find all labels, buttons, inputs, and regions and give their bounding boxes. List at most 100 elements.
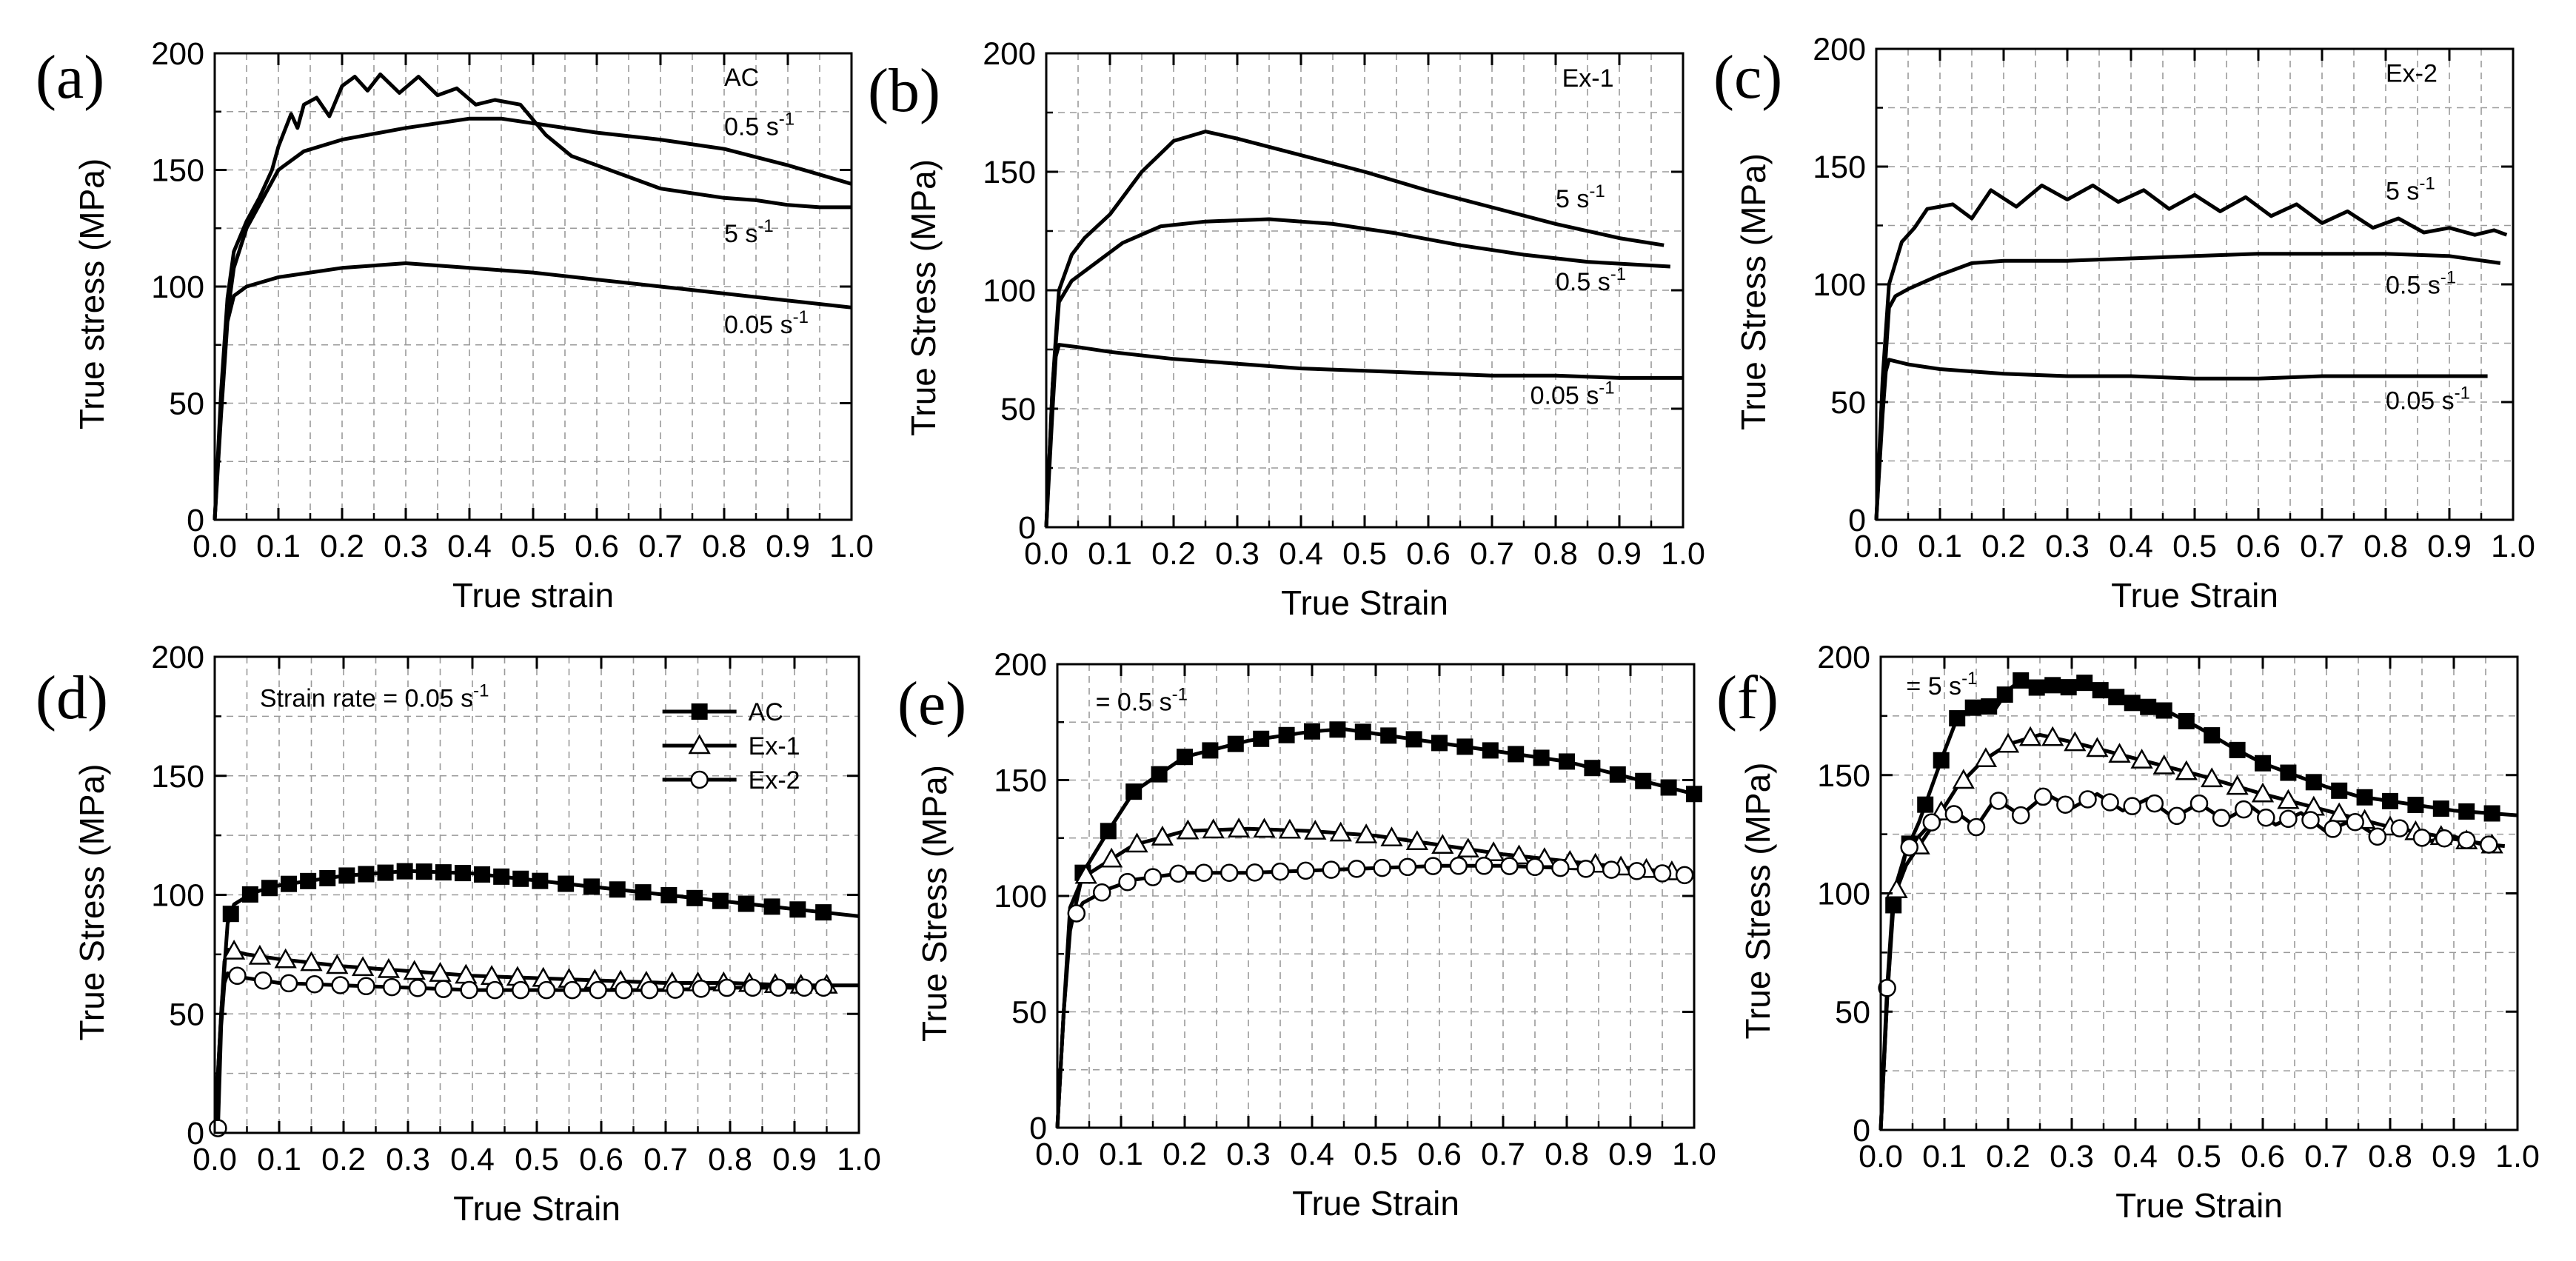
- data-point-square-filled: [2331, 782, 2348, 799]
- data-point-square-filled: [686, 889, 703, 906]
- data-point-circle-open: [814, 978, 833, 997]
- data-point-triangle-open: [274, 948, 297, 969]
- panel-c: 0.0 0.1 0.2 0.3 0.4 0.5 0.6 0.7 0.8 0.9 1.0 0 50 100 1…: [1713, 32, 2535, 615]
- panel-label: (d): [36, 663, 108, 732]
- panel-e: 0.0 0.1 0.2 0.3 0.4 0.5 0.6 0.7 0.8 0.9 1.0 0 50 100 1…: [897, 647, 1716, 1222]
- data-point-square-filled: [2028, 679, 2045, 696]
- gridlines: [215, 53, 852, 520]
- data-point-square-filled: [1456, 738, 1473, 755]
- curve-annotation: Ex-2: [2386, 60, 2438, 88]
- data-point-square-filled: [1885, 897, 1902, 914]
- x-tick-label: 0.7: [643, 1142, 688, 1177]
- markers-ex-2: [1067, 857, 1694, 923]
- y-tick-label: 150: [994, 763, 1047, 799]
- panel-label: (f): [1716, 663, 1779, 732]
- data-point-circle-open: [640, 980, 659, 1000]
- data-point-circle-open: [1398, 857, 1417, 877]
- data-point-square-filled: [1949, 710, 1966, 727]
- data-point-square-filled: [319, 869, 336, 886]
- data-point-circle-open: [2123, 797, 2141, 815]
- x-tick-label: 0.4: [1290, 1137, 1334, 1172]
- data-point-circle-open: [305, 974, 324, 994]
- x-tick-label: 0.5: [2177, 1139, 2221, 1174]
- data-point-square-filled: [1329, 721, 1346, 738]
- series-line-0-5-s-1: [1874, 252, 2501, 521]
- data-point-square-filled: [474, 866, 491, 883]
- data-point-circle-open: [2167, 806, 2187, 826]
- data-point-square-filled: [2076, 675, 2093, 692]
- data-point-square-filled: [2060, 679, 2077, 696]
- data-point-square-filled: [558, 875, 575, 892]
- panel-label: (e): [897, 669, 966, 738]
- data-point-square-filled: [1533, 749, 1550, 766]
- x-tick-label: 0.4: [1279, 536, 1323, 572]
- y-tick-label: 50: [1011, 995, 1047, 1031]
- data-point-circle-open: [1675, 866, 1694, 885]
- panel-label: (c): [1713, 43, 1782, 112]
- data-point-circle-open: [1143, 868, 1162, 886]
- data-point-triangle-open: [2041, 726, 2064, 746]
- y-axis-title: True Stress (MPa): [904, 159, 943, 436]
- data-point-square-filled: [1304, 723, 1320, 740]
- series-line-0-5-s-1: [213, 116, 852, 521]
- data-point-square-filled: [435, 864, 452, 881]
- data-point-circle-open: [2078, 790, 2097, 809]
- legend-label: AC: [749, 698, 783, 726]
- data-point-circle-open: [2145, 794, 2164, 813]
- data-point-circle-open: [2435, 829, 2454, 848]
- curve-annotation: 0.5 s-1: [724, 109, 794, 141]
- x-tick-label: 1.0: [2491, 529, 2535, 564]
- data-point-square-filled: [1609, 766, 1626, 783]
- data-point-square-filled: [1253, 730, 1270, 747]
- data-point-circle-open: [1220, 863, 1239, 882]
- data-point-square-filled: [512, 870, 529, 887]
- x-tick-label: 0.8: [1533, 536, 1578, 572]
- data-point-triangle-open: [1431, 834, 1454, 854]
- data-point-triangle-open: [351, 956, 375, 977]
- x-tick-label: 0.5: [511, 529, 555, 564]
- data-point-square-filled: [2255, 755, 2271, 772]
- data-point-circle-open: [279, 974, 298, 993]
- data-point-triangle-open: [1456, 837, 1479, 858]
- data-point-square-filled: [1981, 698, 1998, 715]
- data-point-square-filled: [300, 872, 317, 889]
- x-tick-label: 0.9: [2432, 1139, 2476, 1174]
- y-tick-label: 50: [1835, 994, 1870, 1030]
- data-point-square-filled: [2044, 677, 2061, 694]
- curve-annotation: 0.5 s-1: [2386, 268, 2456, 300]
- x-tick-label: 0.6: [2236, 529, 2281, 564]
- x-tick-label: 0.5: [1342, 536, 1387, 572]
- panel-d: 0.0 0.1 0.2 0.3 0.4 0.5 0.6 0.7 0.8 0.9 1.0 0 50 100 1…: [36, 640, 881, 1228]
- data-point-square-filled: [2124, 695, 2141, 712]
- x-tick-label: 0.7: [1481, 1137, 1525, 1172]
- data-point-square-filled: [281, 875, 298, 892]
- x-tick-label: 0.1: [1922, 1139, 1967, 1174]
- x-tick-label: 0.0: [1024, 536, 1068, 572]
- data-point-circle-open: [383, 977, 401, 997]
- data-point-square-filled: [2204, 727, 2221, 744]
- gridlines: [1876, 49, 2513, 520]
- data-point-square-filled: [1151, 766, 1168, 783]
- markers-ac: [222, 863, 832, 923]
- series-line-0-05-s-1: [213, 261, 852, 521]
- curve-annotation: = 0.5 s-1: [1096, 685, 1188, 717]
- data-point-square-filled: [1584, 760, 1601, 777]
- x-tick-label: 0.1: [1088, 536, 1132, 572]
- x-tick-label: 0.8: [2368, 1139, 2412, 1174]
- data-point-square-filled: [609, 881, 626, 898]
- data-point-circle-open: [512, 980, 530, 1000]
- data-point-circle-open: [1322, 860, 1341, 879]
- data-point-square-filled: [763, 898, 780, 915]
- data-point-square-filled: [1917, 796, 1934, 813]
- data-point-square-filled: [2382, 792, 2398, 809]
- x-tick-label: 1.0: [1661, 536, 1705, 572]
- data-point-circle-open: [1627, 862, 1646, 880]
- data-point-circle-open: [1944, 805, 1964, 823]
- data-point-square-filled: [1933, 752, 1950, 769]
- data-point-triangle-open: [2175, 760, 2198, 780]
- x-tick-label: 0.6: [2241, 1139, 2285, 1174]
- x-tick-label: 0.4: [447, 529, 492, 564]
- data-point-square-filled: [415, 863, 432, 880]
- data-point-circle-open: [2257, 809, 2275, 827]
- data-point-square-filled: [1354, 723, 1371, 740]
